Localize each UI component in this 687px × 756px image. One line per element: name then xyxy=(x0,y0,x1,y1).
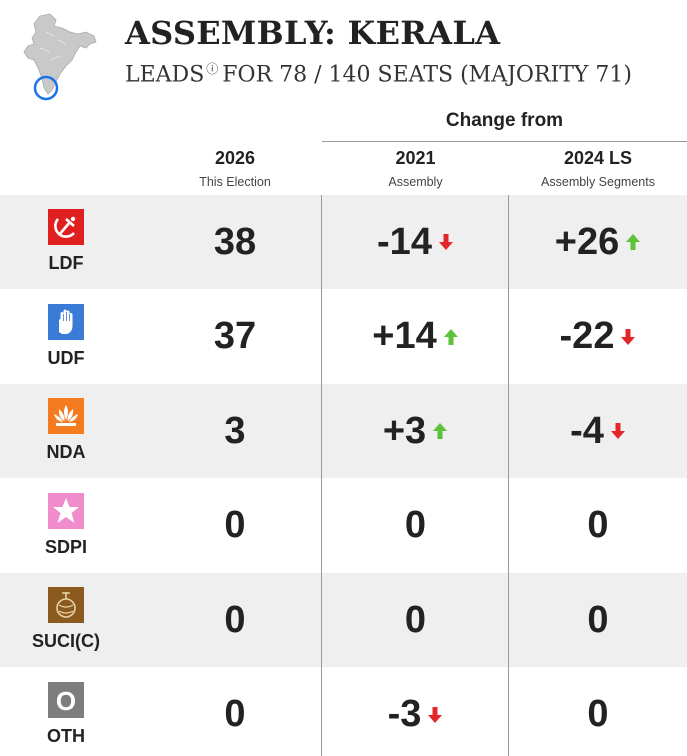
hand-icon xyxy=(48,304,84,340)
table-row: O OTH 0 -3 0 xyxy=(0,668,687,756)
arrow-up-icon xyxy=(625,233,641,251)
seats-2026-cell: 0 xyxy=(148,668,322,756)
party-label: UDF xyxy=(0,348,132,369)
change-from-heading: Change from xyxy=(322,110,687,132)
india-map-icon[interactable] xyxy=(20,12,100,104)
change-2021-cell: 0 xyxy=(322,573,509,667)
change-2021-cell: -14 xyxy=(322,195,509,289)
column-sub: Assembly Segments xyxy=(509,175,687,189)
change-2024-cell: 0 xyxy=(509,573,687,667)
change-2021-value: +14 xyxy=(372,315,436,358)
column-divider xyxy=(508,195,509,756)
change-2021-cell: 0 xyxy=(322,479,509,573)
column-header-2021: 2021 Assembly xyxy=(322,148,509,189)
column-year: 2024 LS xyxy=(509,148,687,169)
column-divider xyxy=(321,195,322,756)
change-2024-value: +26 xyxy=(555,221,619,264)
seats-2026-cell: 0 xyxy=(148,573,322,667)
table-row: SDPI 0 0 0 xyxy=(0,479,687,573)
change-2024-value: 0 xyxy=(587,693,608,736)
change-2021-cell: -3 xyxy=(322,668,509,756)
info-icon[interactable]: ⓘ xyxy=(206,62,218,76)
globe-icon xyxy=(48,587,84,623)
arrow-up-icon xyxy=(432,422,448,440)
change-2021-value: 0 xyxy=(405,504,426,547)
arrow-up-icon xyxy=(443,328,459,346)
change-2021-value: -14 xyxy=(377,221,432,264)
seats-2026-value: 0 xyxy=(224,504,245,547)
seats-2026-cell: 38 xyxy=(148,195,322,289)
change-2024-value: 0 xyxy=(587,599,608,642)
hammer-sickle-icon xyxy=(48,209,84,245)
change-2024-value: -4 xyxy=(570,410,604,453)
lotus-icon xyxy=(48,398,84,434)
subtitle-leads: LEADS xyxy=(125,62,204,87)
change-2024-cell: -22 xyxy=(509,290,687,384)
change-2021-cell: +3 xyxy=(322,384,509,478)
change-2021-cell: +14 xyxy=(322,290,509,384)
change-2024-cell: 0 xyxy=(509,479,687,573)
star-icon xyxy=(48,493,84,529)
party-cell: SDPI xyxy=(0,479,132,573)
seats-2026-cell: 37 xyxy=(148,290,322,384)
o-letter-icon: O xyxy=(48,682,84,718)
change-2021-value: 0 xyxy=(405,599,426,642)
party-label: NDA xyxy=(0,442,132,463)
change-2021-value: +3 xyxy=(383,410,426,453)
subtitle-seats: FOR 78 / 140 SEATS (MAJORITY 71) xyxy=(222,62,632,87)
seats-2026-value: 0 xyxy=(224,693,245,736)
party-label: OTH xyxy=(0,726,132,747)
change-from-divider xyxy=(322,141,687,142)
party-label: SUCI(C) xyxy=(0,631,132,652)
party-cell: O OTH xyxy=(0,668,132,756)
seats-2026-cell: 3 xyxy=(148,384,322,478)
party-label: SDPI xyxy=(0,537,132,558)
header: ASSEMBLY: KERALA LEADS ⓘ FOR 78 / 140 SEAT… xyxy=(0,0,687,110)
change-2024-cell: 0 xyxy=(509,668,687,756)
table-row: LDF 38 -14 +26 xyxy=(0,195,687,289)
table-row: UDF 37 +14 -22 xyxy=(0,290,687,384)
arrow-down-icon xyxy=(438,233,454,251)
oth-symbol-letter: O xyxy=(56,686,76,716)
change-2024-cell: -4 xyxy=(509,384,687,478)
arrow-down-icon xyxy=(620,328,636,346)
change-2021-value: -3 xyxy=(388,693,422,736)
page-title: ASSEMBLY: KERALA xyxy=(125,14,500,52)
party-cell: UDF xyxy=(0,290,132,384)
party-label: LDF xyxy=(0,253,132,274)
page-subtitle: LEADS ⓘ FOR 78 / 140 SEATS (MAJORITY 71) xyxy=(125,60,632,87)
arrow-down-icon xyxy=(427,706,443,724)
change-2024-cell: +26 xyxy=(509,195,687,289)
change-2024-value: 0 xyxy=(587,504,608,547)
column-sub: This Election xyxy=(148,175,322,189)
seats-2026-value: 0 xyxy=(224,599,245,642)
party-cell: NDA xyxy=(0,384,132,478)
table-row: SUCI(C) 0 0 0 xyxy=(0,573,687,667)
column-year: 2021 xyxy=(322,148,509,169)
column-header-2026: 2026 This Election xyxy=(148,148,322,189)
arrow-down-icon xyxy=(610,422,626,440)
column-header-2024: 2024 LS Assembly Segments xyxy=(509,148,687,189)
column-sub: Assembly xyxy=(322,175,509,189)
seats-2026-value: 3 xyxy=(224,410,245,453)
seats-2026-value: 37 xyxy=(214,315,256,358)
seats-2026-cell: 0 xyxy=(148,479,322,573)
party-cell: SUCI(C) xyxy=(0,573,132,667)
seats-2026-value: 38 xyxy=(214,221,256,264)
party-cell: LDF xyxy=(0,195,132,289)
column-year: 2026 xyxy=(148,148,322,169)
change-2024-value: -22 xyxy=(560,315,615,358)
table-row: NDA 3 +3 -4 xyxy=(0,384,687,478)
